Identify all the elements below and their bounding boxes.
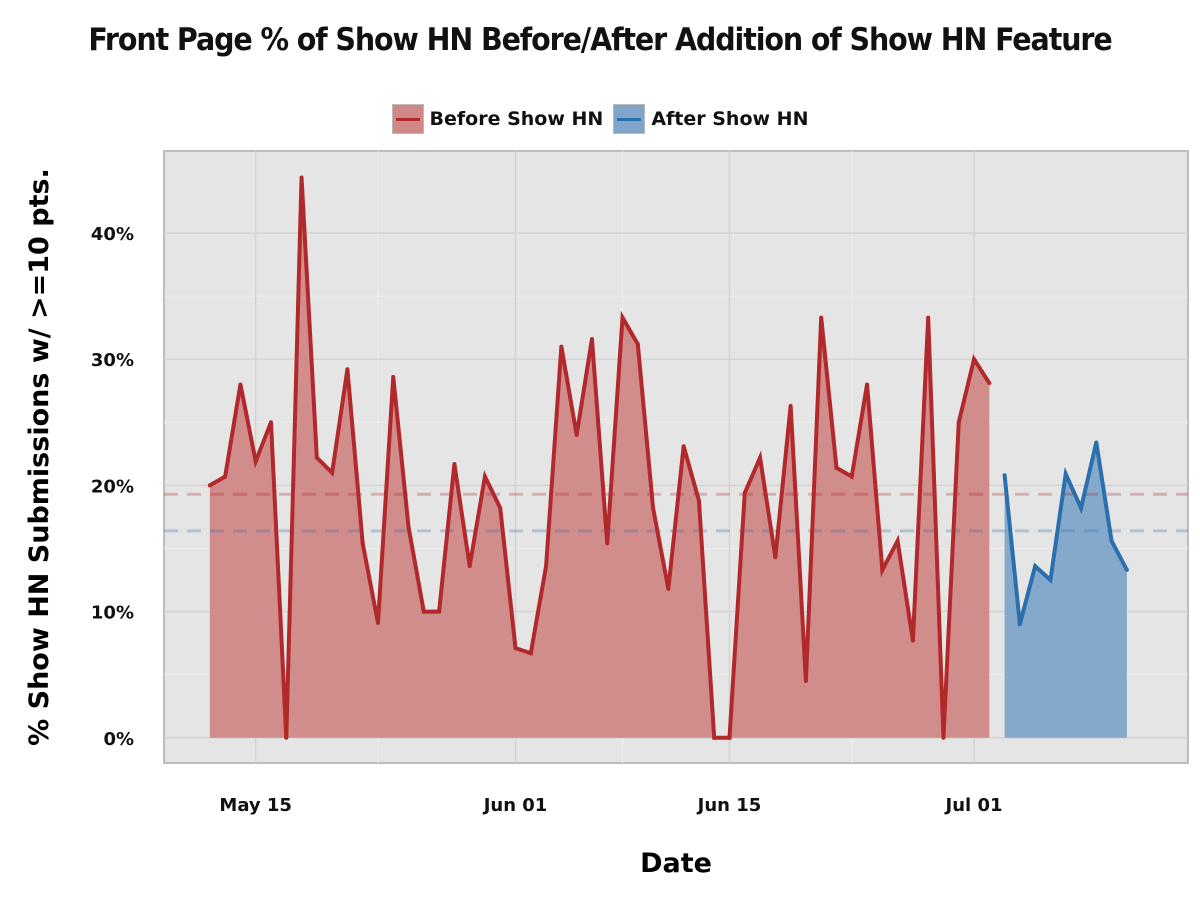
- point-before: [544, 564, 549, 569]
- point-before: [712, 735, 717, 740]
- point-before: [880, 567, 885, 572]
- y-tick-label: 10%: [91, 603, 134, 624]
- point-before: [482, 474, 487, 479]
- point-before: [895, 538, 900, 543]
- point-before: [758, 455, 763, 460]
- x-tick-label: Jul 01: [944, 795, 1003, 816]
- legend-label-after: After Show HN: [651, 108, 809, 130]
- point-before: [391, 374, 396, 379]
- point-before: [681, 444, 686, 449]
- legend-item-before: Before Show HN: [391, 104, 604, 134]
- point-before: [513, 646, 518, 651]
- point-before: [345, 367, 350, 372]
- point-before: [406, 525, 411, 530]
- point-before: [696, 498, 701, 503]
- point-before: [727, 735, 732, 740]
- area-after: [1004, 442, 1127, 738]
- point-before: [330, 470, 335, 475]
- point-after: [1094, 440, 1099, 445]
- x-tick-label: Jun 15: [696, 795, 762, 816]
- y-axis-label: % Show HN Submissions w/ >=10 pts.: [24, 168, 55, 746]
- y-tick-label: 30%: [91, 350, 134, 371]
- point-after: [1063, 472, 1068, 477]
- point-before: [559, 344, 564, 349]
- point-before: [284, 735, 289, 740]
- point-after: [1079, 506, 1084, 511]
- point-after: [1002, 473, 1007, 478]
- point-before: [437, 609, 442, 614]
- line-before: [208, 177, 991, 740]
- point-before: [910, 638, 915, 643]
- point-before: [574, 432, 579, 437]
- legend-key-after: [613, 104, 646, 134]
- legend: Before Show HN After Show HN: [0, 104, 1200, 134]
- point-before: [268, 420, 273, 425]
- legend-key-before: [391, 104, 424, 134]
- point-after: [1124, 567, 1129, 572]
- point-before: [849, 474, 854, 479]
- point-before: [528, 651, 533, 656]
- point-before: [987, 381, 992, 386]
- y-tick-label: 0%: [103, 729, 134, 750]
- point-before: [207, 483, 212, 488]
- point-after: [1109, 538, 1114, 543]
- point-after: [1017, 622, 1022, 627]
- legend-item-after: After Show HN: [613, 104, 808, 134]
- point-before: [941, 735, 946, 740]
- x-axis-label: Date: [640, 848, 712, 879]
- point-before: [589, 337, 594, 342]
- point-before: [238, 382, 243, 387]
- point-before: [956, 420, 961, 425]
- point-before: [299, 175, 304, 180]
- point-after: [1048, 578, 1053, 583]
- point-before: [605, 541, 610, 546]
- point-before: [253, 459, 258, 464]
- point-before: [865, 382, 870, 387]
- point-before: [666, 586, 671, 591]
- point-before: [467, 564, 472, 569]
- point-before: [972, 357, 977, 362]
- point-before: [421, 609, 426, 614]
- point-before: [360, 541, 365, 546]
- point-after: [1033, 564, 1038, 569]
- point-before: [635, 342, 640, 347]
- tick-layer: 0% 10% 20% 30% 40% May 15 Jun 01 Jun 15 Jul 01: [91, 224, 1003, 816]
- legend-label-before: Before Show HN: [429, 108, 604, 130]
- point-before: [223, 474, 228, 479]
- point-before: [773, 555, 778, 560]
- point-before: [498, 506, 503, 511]
- point-before: [742, 490, 747, 495]
- x-tick-label: Jun 01: [482, 795, 548, 816]
- point-before: [375, 620, 380, 625]
- y-tick-label: 40%: [91, 224, 134, 245]
- point-before: [314, 455, 319, 460]
- x-tick-label: May 15: [219, 795, 292, 816]
- point-before: [620, 315, 625, 320]
- y-tick-label: 20%: [91, 476, 134, 497]
- chart-title: Front Page % of Show HN Before/After Add…: [88, 22, 1112, 58]
- point-before: [803, 678, 808, 683]
- point-before: [651, 506, 656, 511]
- line-layer: [207, 175, 1129, 740]
- point-before: [834, 465, 839, 470]
- point-before: [788, 403, 793, 408]
- point-before: [819, 315, 824, 320]
- point-before: [926, 315, 931, 320]
- point-before: [452, 461, 457, 466]
